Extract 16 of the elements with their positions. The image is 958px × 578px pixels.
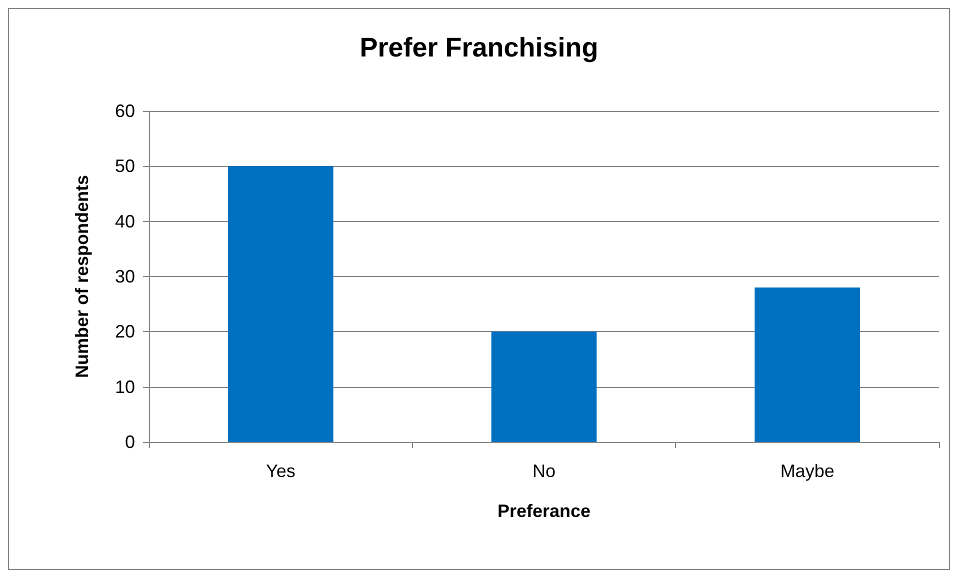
x-tick-label: Yes	[266, 461, 296, 481]
bar	[228, 166, 334, 442]
chart-title: Prefer Franchising	[360, 32, 598, 62]
y-tick-label: 50	[114, 156, 135, 176]
y-tick-label: 20	[114, 322, 135, 342]
bar	[491, 332, 597, 442]
x-axis-title: Preferance	[497, 501, 591, 521]
y-tick-label: 0	[124, 432, 135, 452]
bar	[754, 288, 860, 442]
y-tick-label: 60	[114, 101, 135, 121]
x-tick-label: No	[532, 461, 556, 481]
x-tick-label: Maybe	[780, 461, 834, 481]
y-tick-label: 30	[114, 266, 135, 286]
y-tick-label: 10	[114, 376, 135, 397]
y-tick-label: 40	[114, 211, 135, 232]
y-axis-title: Number of respondents	[72, 174, 92, 378]
